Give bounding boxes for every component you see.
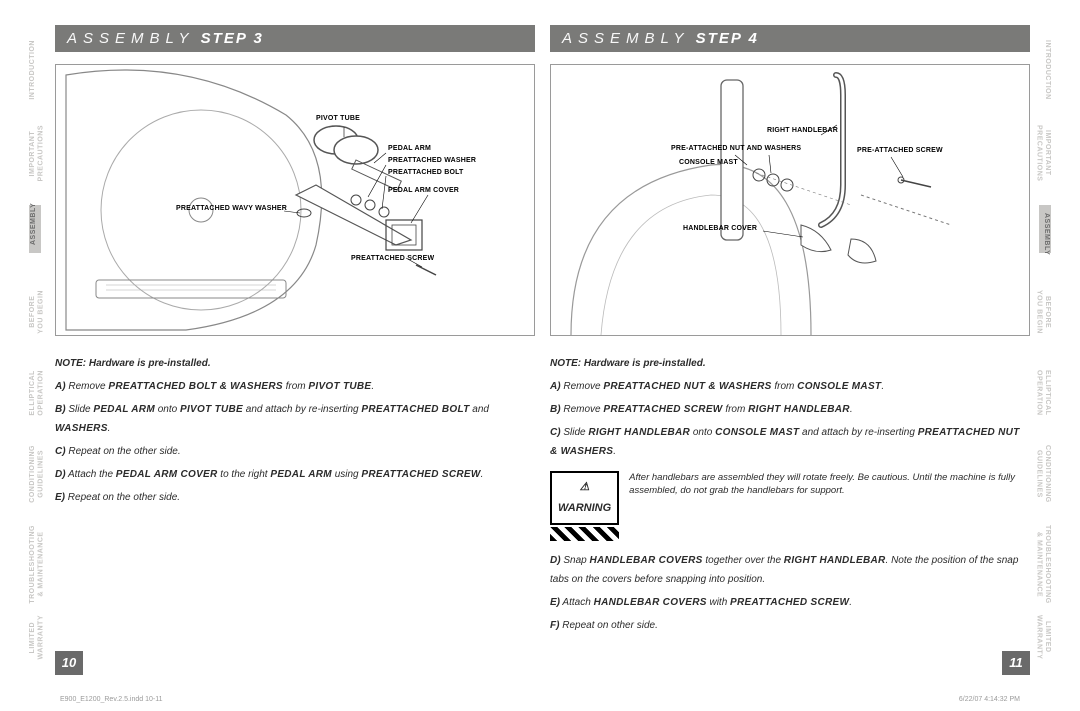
step4-b: B) Remove PREATTACHED SCREW from RIGHT H… <box>550 400 1030 419</box>
sidetab-operation: ELLIPTICAL OPERATION <box>29 370 41 416</box>
sidetab-before-r: BEFORE YOU BEGIN <box>1039 290 1051 334</box>
hazard-stripes <box>550 527 619 541</box>
sidetab-operation-r: ELLIPTICAL OPERATION <box>1039 370 1051 416</box>
header-thin: ASSEMBLY <box>67 30 195 47</box>
step3-c: C) Repeat on the other side. <box>55 442 535 461</box>
step4-a: A) Remove PREATTACHED NUT & WASHERS from… <box>550 377 1030 396</box>
dlabel-cover: PEDAL ARM COVER <box>388 187 459 194</box>
instructions-step4: NOTE: Hardware is pre-installed. A) Remo… <box>550 354 1030 635</box>
sidetab-introduction: INTRODUCTION <box>29 40 41 100</box>
sidetab-precautions: IMPORTANT PRECAUTIONS <box>29 125 41 181</box>
dlabel-console-mast: CONSOLE MAST <box>679 159 738 166</box>
dlabel-bolt: PREATTACHED BOLT <box>388 169 464 176</box>
sidetab-warranty-r: LIMITED WARRANTY <box>1039 615 1051 659</box>
page-left: ASSEMBLY STEP 3 <box>55 25 535 675</box>
dlabel-washer: PREATTACHED WASHER <box>388 157 476 164</box>
header-bold-r: STEP 4 <box>696 30 759 47</box>
footer-left: E900_E1200_Rev.2.5.indd 10-11 <box>60 696 163 703</box>
step4-e: E) Attach HANDLEBAR COVERS with PREATTAC… <box>550 593 1030 612</box>
diagram-step4: RIGHT HANDLEBAR PRE-ATTACHED NUT AND WAS… <box>550 64 1030 336</box>
step4-d: D) Snap HANDLEBAR COVERS together over t… <box>550 551 1030 589</box>
step3-a: A) Remove PREATTACHED BOLT & WASHERS fro… <box>55 377 535 396</box>
page-right: ASSEMBLY STEP 4 <box>550 25 1030 675</box>
step3-d: D) Attach the PEDAL ARM COVER to the rig… <box>55 465 535 484</box>
sidetab-conditioning-r: CONDITIONING GUIDELINES <box>1039 445 1051 503</box>
dlabel-pre-screw: PRE-ATTACHED SCREW <box>857 147 943 154</box>
dlabel-nut-washers: PRE-ATTACHED NUT AND WASHERS <box>671 145 801 152</box>
dlabel-wavy: PREATTACHED WAVY WASHER <box>176 205 287 212</box>
header-thin-r: ASSEMBLY <box>562 30 690 47</box>
right-sidebar: INTRODUCTION IMPORTANT PRECAUTIONS ASSEM… <box>1030 0 1060 711</box>
step4-c: C) Slide RIGHT HANDLEBAR onto CONSOLE MA… <box>550 423 1030 461</box>
dlabel-handlebar-cover: HANDLEBAR COVER <box>683 225 757 232</box>
step4-f: F) Repeat on other side. <box>550 616 1030 635</box>
note-step4: NOTE: Hardware is pre-installed. <box>550 354 1030 373</box>
header-bold: STEP 3 <box>201 30 264 47</box>
step3-e: E) Repeat on the other side. <box>55 488 535 507</box>
dlabel-right-handlebar: RIGHT HANDLEBAR <box>767 127 838 134</box>
sidetab-troubleshooting: TROUBLESHOOTING & MAINTENANCE <box>29 525 41 604</box>
sidetab-assembly: ASSEMBLY <box>29 205 41 253</box>
diagram-step3-svg <box>56 65 534 335</box>
pagenum-11: 11 <box>1002 651 1030 675</box>
sidetab-precautions-r: IMPORTANT PRECAUTIONS <box>1039 125 1051 181</box>
pagenum-10: 10 <box>55 651 83 675</box>
dlabel-pedal-arm: PEDAL ARM <box>388 145 431 152</box>
dlabel-pivot-tube: PIVOT TUBE <box>316 115 360 122</box>
sidetab-conditioning: CONDITIONING GUIDELINES <box>29 445 41 503</box>
diagram-step3: PIVOT TUBE PEDAL ARM PREATTACHED WASHER … <box>55 64 535 336</box>
left-sidebar: INTRODUCTION IMPORTANT PRECAUTIONS ASSEM… <box>20 0 50 711</box>
dlabel-screw: PREATTACHED SCREW <box>351 255 434 262</box>
sidetab-troubleshooting-r: TROUBLESHOOTING & MAINTENANCE <box>1039 525 1051 604</box>
diagram-step4-svg <box>551 65 1029 335</box>
warning-badge: ⚠ WARNING <box>550 471 619 541</box>
sidetab-warranty: LIMITED WARRANTY <box>29 615 41 659</box>
warning-text: After handlebars are assembled they will… <box>629 471 1030 541</box>
sidetab-before: BEFORE YOU BEGIN <box>29 290 41 334</box>
note-step3: NOTE: Hardware is pre-installed. <box>55 354 535 373</box>
header-step3: ASSEMBLY STEP 3 <box>55 25 535 52</box>
instructions-step3: NOTE: Hardware is pre-installed. A) Remo… <box>55 354 535 507</box>
sidetab-introduction-r: INTRODUCTION <box>1039 40 1051 100</box>
footer-right: 6/22/07 4:14:32 PM <box>959 696 1020 703</box>
warning-row: ⚠ WARNING After handlebars are assembled… <box>550 471 1030 541</box>
sidetab-assembly-r: ASSEMBLY <box>1039 205 1051 253</box>
step3-b: B) Slide PEDAL ARM onto PIVOT TUBE and a… <box>55 400 535 438</box>
header-step4: ASSEMBLY STEP 4 <box>550 25 1030 52</box>
